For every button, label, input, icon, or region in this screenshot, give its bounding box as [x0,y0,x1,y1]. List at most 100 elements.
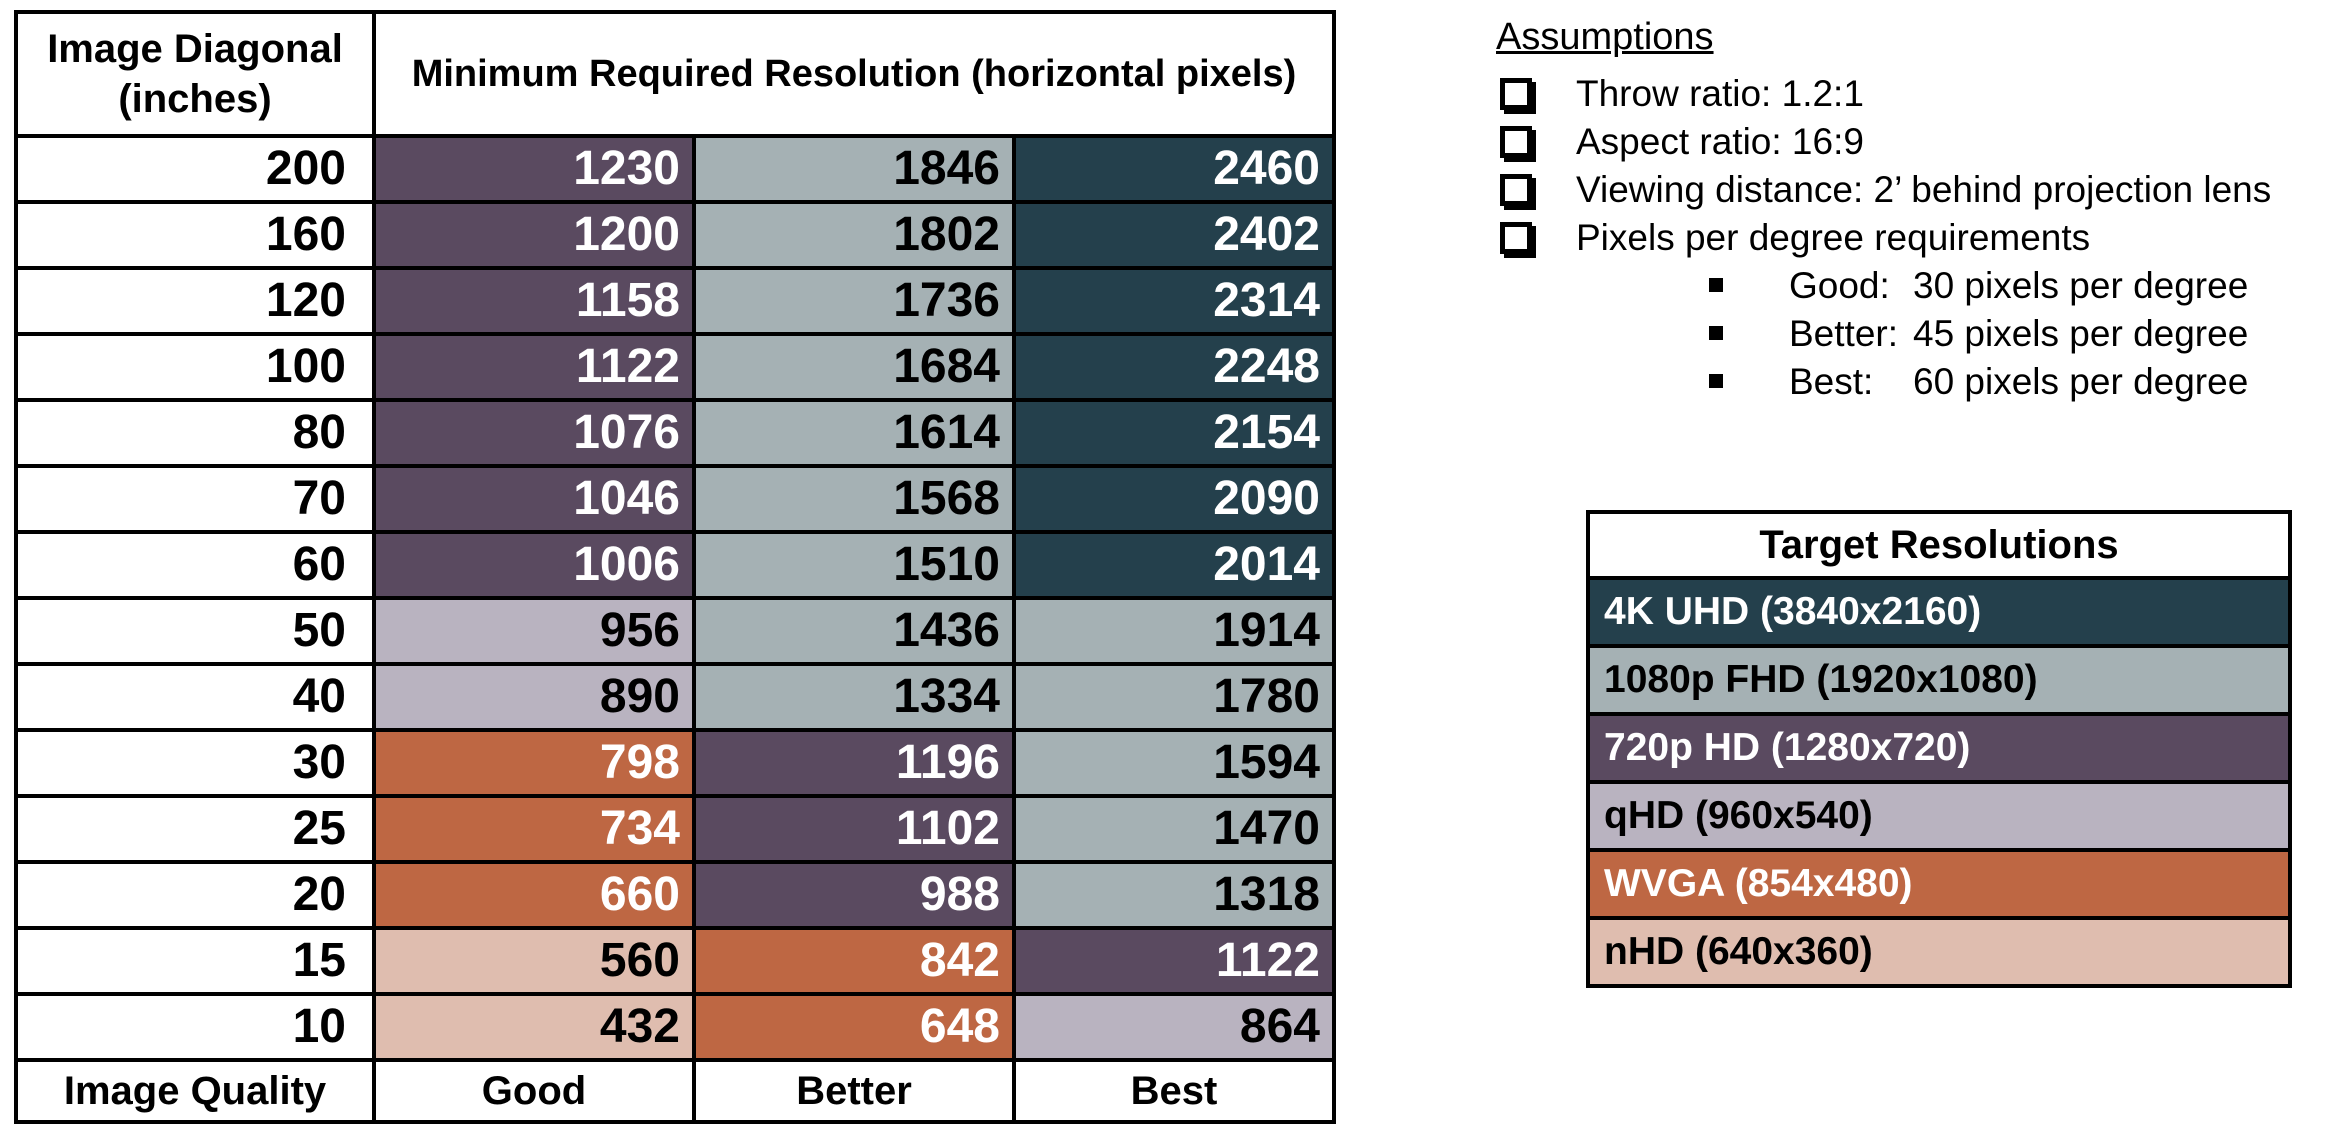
assumption-item: Viewing distance: 2’ behind projection l… [1496,169,2336,211]
good-resolution-cell: 432 [372,992,696,1062]
quality-better-label: Better [692,1058,1016,1124]
better-resolution-cell: 1510 [692,530,1016,600]
best-resolution-cell: 2014 [1012,530,1336,600]
square-bullet-icon [1500,222,1532,254]
diagonal-cell: 160 [14,200,376,270]
assumption-text: Aspect ratio: 16:9 [1576,121,1864,162]
assumption-text: Viewing distance: 2’ behind projection l… [1576,169,2272,210]
legend-item: 1080p FHD (1920x1080) [1590,644,2288,712]
pixels-per-degree-item: Good: 30 pixels per degree [1496,265,2336,307]
good-resolution-cell: 798 [372,728,696,798]
better-resolution-cell: 1684 [692,332,1016,402]
better-resolution-cell: 1568 [692,464,1016,534]
better-resolution-cell: 1614 [692,398,1016,468]
good-resolution-cell: 1006 [372,530,696,600]
diagonal-header-line2: (inches) [118,77,272,121]
assumption-item: Pixels per degree requirements [1496,217,2336,259]
better-resolution-cell: 1802 [692,200,1016,270]
better-resolution-cell: 1846 [692,134,1016,204]
best-resolution-cell: 1470 [1012,794,1336,864]
assumption-text: Throw ratio: 1.2:1 [1576,73,1864,114]
good-resolution-cell: 1046 [372,464,696,534]
good-resolution-cell: 1122 [372,332,696,402]
square-bullet-icon [1500,174,1532,206]
small-square-bullet-icon [1709,374,1723,388]
legend-item: WVGA (854x480) [1590,848,2288,916]
good-resolution-cell: 560 [372,926,696,996]
diagonal-cell: 200 [14,134,376,204]
small-square-bullet-icon [1709,326,1723,340]
good-resolution-cell: 1200 [372,200,696,270]
quality-label: Better: [1789,313,1898,354]
better-resolution-cell: 1102 [692,794,1016,864]
image-quality-row: Image Quality Good Better Best [14,1058,1336,1124]
diagonal-cell: 20 [14,860,376,930]
table-row: 40 890 1334 1780 [14,662,1336,732]
table-row: 200 1230 1846 2460 [14,134,1336,204]
diagonal-cell: 50 [14,596,376,666]
better-resolution-cell: 648 [692,992,1016,1062]
quality-best-label: Best [1012,1058,1336,1124]
diagonal-cell: 70 [14,464,376,534]
better-resolution-cell: 1334 [692,662,1016,732]
legend-title: Target Resolutions [1590,514,2288,576]
diagonal-cell: 120 [14,266,376,336]
pixels-per-degree-item: Best: 60 pixels per degree [1496,361,2336,403]
table-header-row: Image Diagonal (inches) Minimum Required… [14,10,1336,138]
quality-good-label: Good [372,1058,696,1124]
quality-value: 45 pixels per degree [1913,313,2249,354]
diagonal-cell: 30 [14,728,376,798]
quality-label: Good: [1789,265,1890,306]
assumptions-section: Assumptions Throw ratio: 1.2:1 Aspect rat… [1496,16,2336,409]
best-resolution-cell: 1914 [1012,596,1336,666]
best-resolution-cell: 2314 [1012,266,1336,336]
diagonal-header: Image Diagonal (inches) [14,10,376,138]
better-resolution-cell: 1736 [692,266,1016,336]
table-row: 70 1046 1568 2090 [14,464,1336,534]
legend-item: 4K UHD (3840x2160) [1590,576,2288,644]
good-resolution-cell: 660 [372,860,696,930]
diagonal-header-line1: Image Diagonal [47,27,343,71]
better-resolution-cell: 842 [692,926,1016,996]
better-resolution-cell: 988 [692,860,1016,930]
best-resolution-cell: 2460 [1012,134,1336,204]
quality-label: Best: [1789,361,1874,402]
legend-item: qHD (960x540) [1590,780,2288,848]
diagonal-cell: 25 [14,794,376,864]
diagonal-cell: 80 [14,398,376,468]
table-row: 160 1200 1802 2402 [14,200,1336,270]
table-row: 50 956 1436 1914 [14,596,1336,666]
table-row: 30 798 1196 1594 [14,728,1336,798]
assumption-item: Throw ratio: 1.2:1 [1496,73,2336,115]
table-row: 120 1158 1736 2314 [14,266,1336,336]
best-resolution-cell: 864 [1012,992,1336,1062]
diagonal-cell: 40 [14,662,376,732]
diagonal-cell: 10 [14,992,376,1062]
small-square-bullet-icon [1709,278,1723,292]
best-resolution-cell: 2090 [1012,464,1336,534]
quality-value: 30 pixels per degree [1913,265,2249,306]
good-resolution-cell: 1076 [372,398,696,468]
table-row: 20 660 988 1318 [14,860,1336,930]
table-row: 25 734 1102 1470 [14,794,1336,864]
good-resolution-cell: 1230 [372,134,696,204]
table-row: 15 560 842 1122 [14,926,1336,996]
square-bullet-icon [1500,126,1532,158]
good-resolution-cell: 1158 [372,266,696,336]
square-bullet-icon [1500,78,1532,110]
best-resolution-cell: 2154 [1012,398,1336,468]
diagonal-cell: 100 [14,332,376,402]
best-resolution-cell: 1780 [1012,662,1336,732]
good-resolution-cell: 956 [372,596,696,666]
quality-value: 60 pixels per degree [1913,361,2249,402]
table-row: 80 1076 1614 2154 [14,398,1336,468]
best-resolution-cell: 2248 [1012,332,1336,402]
target-resolutions-legend: Target Resolutions 4K UHD (3840x2160) 108… [1586,510,2292,988]
best-resolution-cell: 1594 [1012,728,1336,798]
best-resolution-cell: 2402 [1012,200,1336,270]
pixels-per-degree-item: Better: 45 pixels per degree [1496,313,2336,355]
best-resolution-cell: 1122 [1012,926,1336,996]
table-row: 10 432 648 864 [14,992,1336,1062]
good-resolution-cell: 734 [372,794,696,864]
table-row: 100 1122 1684 2248 [14,332,1336,402]
